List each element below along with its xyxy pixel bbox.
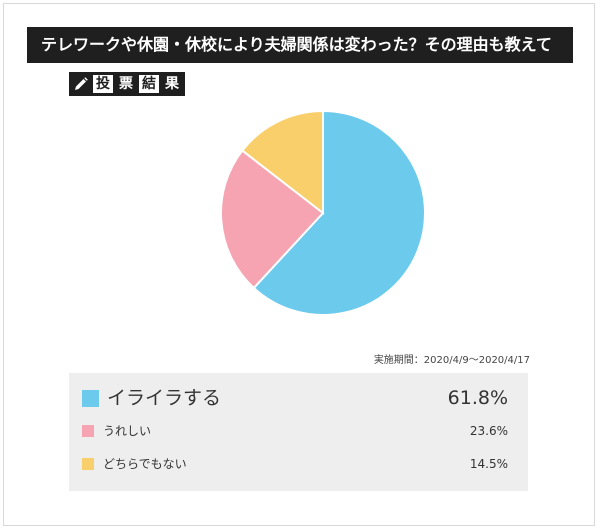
survey-period: 実施期間：2020/4/9〜2020/4/17 bbox=[373, 355, 530, 366]
pie-chart-svg bbox=[220, 109, 426, 316]
pie-slice-happy bbox=[220, 149, 325, 290]
legend-percent: 23.6% bbox=[469, 424, 508, 438]
page-title: テレワークや休園・休校により夫婦関係は変わった？その理由も教えて bbox=[27, 27, 573, 63]
legend-percent: 61.8% bbox=[447, 387, 508, 409]
legend: イライラする 61.8% うれしい 23.6% どちらでもない 14.5% bbox=[69, 373, 528, 491]
legend-item-neither: どちらでもない 14.5% bbox=[69, 454, 528, 474]
result-label-char: 投 bbox=[93, 75, 113, 93]
pie-slice-irritated bbox=[252, 109, 426, 316]
result-label: 投 票 結 果 bbox=[69, 72, 185, 96]
pencil-icon bbox=[72, 75, 90, 93]
legend-label: どちらでもない bbox=[103, 457, 187, 471]
legend-percent: 14.5% bbox=[469, 457, 508, 471]
legend-swatch bbox=[82, 425, 94, 437]
legend-item-happy: うれしい 23.6% bbox=[69, 421, 528, 441]
legend-swatch bbox=[82, 458, 94, 470]
result-label-char: 結 bbox=[139, 75, 159, 93]
pie-chart bbox=[218, 108, 428, 318]
legend-label: うれしい bbox=[103, 424, 152, 438]
legend-swatch bbox=[82, 390, 99, 407]
pie-slice-neither bbox=[240, 109, 324, 216]
legend-label: イライラする bbox=[107, 387, 222, 409]
result-label-char: 果 bbox=[162, 75, 182, 93]
legend-item-irritated: イライラする 61.8% bbox=[69, 383, 528, 413]
result-label-char: 票 bbox=[116, 75, 136, 93]
